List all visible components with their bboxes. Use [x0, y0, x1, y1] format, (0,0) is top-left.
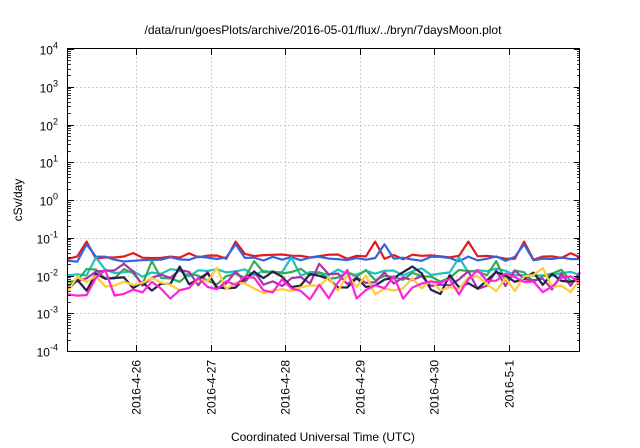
y-tick-label: 100	[40, 192, 58, 209]
x-tick-label: 2016-4-26	[130, 360, 144, 415]
x-tick-label: 2016-4-30	[428, 360, 442, 415]
x-tick-label: 2016-4-29	[354, 360, 368, 415]
y-tick-label: 10-4	[37, 343, 58, 360]
grid	[68, 49, 580, 351]
y-tick-label: 102	[40, 117, 58, 134]
series-line-7	[67, 266, 581, 296]
plot-frame	[67, 48, 580, 352]
series-line-3	[67, 256, 581, 278]
y-tick-label: 10-1	[37, 230, 58, 247]
y-axis: 10-4 10-3 10-2 10-1 100 101 102 103 104	[37, 41, 580, 360]
x-tick-label: 2016-4-27	[205, 360, 219, 415]
chart-title: /data/run/goesPlots/archive/2016-05-01/f…	[145, 23, 503, 37]
series-line-8	[67, 269, 581, 301]
y-tick-label: 10-3	[37, 305, 58, 322]
x-tick-label: 2016-5-1	[503, 360, 517, 408]
y-tick-label: 104	[40, 41, 58, 58]
y-tick-label: 10-2	[37, 268, 58, 285]
y-tick-label: 103	[40, 79, 58, 96]
series-layer	[67, 240, 581, 301]
y-tick-label: 101	[40, 154, 58, 171]
x-tick-label: 2016-4-28	[279, 360, 293, 415]
y-axis-label: cSv/day	[11, 179, 25, 222]
series-line-6	[67, 265, 581, 296]
series-line-2	[67, 243, 581, 263]
series-line-4	[67, 260, 581, 286]
x-axis: 2016-4-26 2016-4-27 2016-4-28 2016-4-29 2016…	[130, 49, 517, 415]
x-axis-label: Coordinated Universal Time (UTC)	[231, 430, 415, 444]
